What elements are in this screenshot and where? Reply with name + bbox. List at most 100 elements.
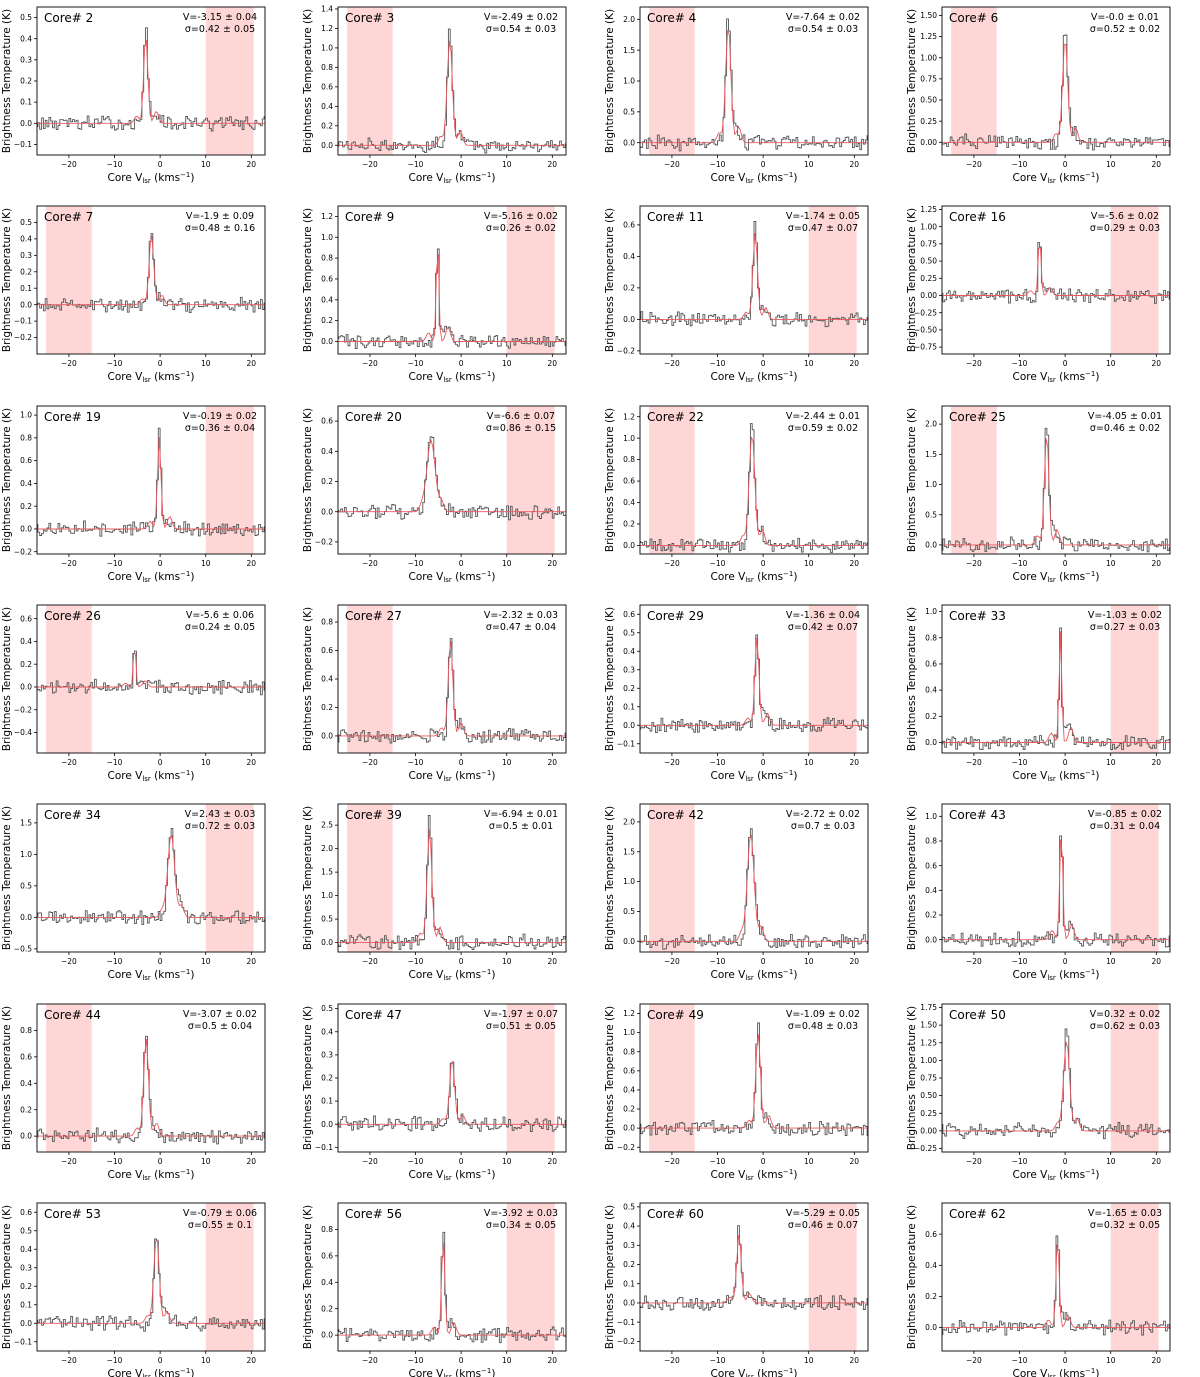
x-tick-label: −10 xyxy=(1012,957,1028,966)
y-tick-label: 1.0 xyxy=(321,43,333,52)
x-axis-label: Core Vlsr (kms−1) xyxy=(409,171,496,185)
y-axis-label: Brightness Temperature (K) xyxy=(906,9,918,153)
y-axis-label: Brightness Temperature (K) xyxy=(906,208,918,352)
x-tick-label: −10 xyxy=(107,758,123,767)
excluded-velocity-band xyxy=(347,804,393,952)
y-tick-label: 0.2 xyxy=(321,1304,333,1313)
y-tick-label: 2.0 xyxy=(321,844,333,853)
x-tick-label: −10 xyxy=(710,758,726,767)
x-tick-label: 0 xyxy=(761,957,766,966)
y-tick-label: 0.3 xyxy=(20,251,32,260)
velocity-fit-text: V=-3.07 ± 0.02 xyxy=(183,1009,257,1020)
x-tick-label: 10 xyxy=(804,957,814,966)
x-tick-label: −20 xyxy=(362,160,378,169)
velocity-fit-text: V=-4.05 ± 0.01 xyxy=(1088,411,1162,422)
y-tick-label: 0.3 xyxy=(20,55,32,64)
y-tick-label: 0.75 xyxy=(920,239,937,248)
velocity-fit-text: V=-5.16 ± 0.02 xyxy=(484,211,558,222)
x-tick-label: 10 xyxy=(804,1356,814,1365)
x-tick-label: −20 xyxy=(61,359,77,368)
core-title: Core# 47 xyxy=(345,1008,402,1022)
x-axis-label: Core Vlsr (kms−1) xyxy=(108,1168,195,1182)
y-axis-label: Brightness Temperature (K) xyxy=(1,9,13,153)
x-tick-label: −20 xyxy=(61,1157,77,1166)
x-tick-label: −10 xyxy=(107,359,123,368)
x-tick-label: 0 xyxy=(1063,1356,1068,1365)
x-tick-label: 10 xyxy=(502,160,512,169)
y-tick-label: 1.5 xyxy=(623,46,635,55)
x-tick-label: 20 xyxy=(850,359,860,368)
y-axis-label: Brightness Temperature (K) xyxy=(1,806,13,950)
x-tick-label: 0 xyxy=(459,160,464,169)
core-title: Core# 2 xyxy=(44,11,93,25)
x-axis-label: Core Vlsr (kms−1) xyxy=(1013,1168,1100,1182)
x-tick-label: 10 xyxy=(1106,559,1116,568)
y-tick-label: 0.2 xyxy=(623,1260,635,1269)
excluded-velocity-band xyxy=(205,7,254,155)
y-axis-label: Brightness Temperature (K) xyxy=(1,607,13,751)
y-tick-label: 0.2 xyxy=(20,660,32,669)
y-axis-label: Brightness Temperature (K) xyxy=(906,1006,918,1150)
x-axis-label: Core Vlsr (kms−1) xyxy=(409,570,496,584)
core-title: Core# 9 xyxy=(345,210,394,224)
x-tick-label: 10 xyxy=(502,957,512,966)
y-tick-label: 1.75 xyxy=(920,1003,937,1012)
model-fit-line xyxy=(338,253,566,342)
y-tick-label: 1.2 xyxy=(623,1009,635,1018)
x-tick-label: 10 xyxy=(1106,957,1116,966)
y-tick-label: 0.6 xyxy=(925,1230,937,1239)
x-tick-label: −10 xyxy=(1012,160,1028,169)
y-tick-label: 0.1 xyxy=(20,284,32,293)
x-tick-label: 20 xyxy=(548,160,558,169)
velocity-fit-text: V=-6.94 ± 0.01 xyxy=(484,809,558,820)
observed-spectrum-line xyxy=(338,638,566,744)
y-axis-label: Brightness Temperature (K) xyxy=(1,208,13,352)
y-tick-label: 2.0 xyxy=(623,818,635,827)
x-tick-label: −20 xyxy=(61,758,77,767)
y-tick-label: 0.0 xyxy=(925,541,937,550)
y-tick-label: 0.8 xyxy=(321,618,333,627)
y-tick-label: 0.4 xyxy=(925,1261,937,1270)
sigma-fit-text: σ=0.72 ± 0.03 xyxy=(185,821,255,832)
core-title: Core# 3 xyxy=(345,11,394,25)
observed-spectrum-line xyxy=(37,427,265,537)
y-tick-label: 0.6 xyxy=(321,82,333,91)
y-tick-label: 0.0 xyxy=(321,1120,333,1129)
x-tick-label: 20 xyxy=(247,758,257,767)
y-tick-label: 0.2 xyxy=(20,1282,32,1291)
x-tick-label: 10 xyxy=(201,559,211,568)
sigma-fit-text: σ=0.27 ± 0.03 xyxy=(1090,622,1160,633)
y-axis-label: Brightness Temperature (K) xyxy=(1,1205,13,1349)
y-tick-label: 1.0 xyxy=(321,891,333,900)
x-tick-label: 20 xyxy=(850,1157,860,1166)
x-tick-label: −10 xyxy=(107,559,123,568)
y-tick-label: 1.2 xyxy=(321,212,333,221)
y-tick-label: 0.8 xyxy=(623,1047,635,1056)
y-tick-label: 0.00 xyxy=(920,1126,937,1135)
excluded-velocity-band xyxy=(46,206,92,354)
spectrum-panel: −20 −10 0 10 20 0.0 0.2 0.4 0.6 0.8 Core Vlsr (kms… xyxy=(302,1202,567,1377)
x-tick-label: −10 xyxy=(408,559,424,568)
y-tick-label: −0.2 xyxy=(14,705,32,714)
observed-spectrum-line xyxy=(942,34,1170,151)
model-fit-line xyxy=(640,29,868,144)
sigma-fit-text: σ=0.62 ± 0.03 xyxy=(1090,1021,1160,1032)
spectrum-panel: −20 −10 0 10 20 0.0 0.5 1.0 1.5 2.0 Core Vlsr (kms… xyxy=(604,803,869,982)
x-tick-label: 0 xyxy=(158,758,163,767)
x-tick-label: −10 xyxy=(710,160,726,169)
x-tick-label: 20 xyxy=(247,1157,257,1166)
x-axis-label: Core Vlsr (kms−1) xyxy=(1013,968,1100,982)
y-tick-label: 0.4 xyxy=(20,637,32,646)
model-fit-line xyxy=(338,829,566,944)
sigma-fit-text: σ=0.24 ± 0.05 xyxy=(185,622,255,633)
y-tick-label: 1.0 xyxy=(925,607,937,616)
y-tick-label: 0.5 xyxy=(20,881,32,890)
x-axis-label: Core Vlsr (kms−1) xyxy=(711,769,798,783)
y-tick-label: 0.8 xyxy=(20,433,32,442)
y-axis-label: Brightness Temperature (K) xyxy=(906,1205,918,1349)
core-title: Core# 6 xyxy=(949,11,998,25)
x-axis-label: Core Vlsr (kms−1) xyxy=(711,1168,798,1182)
velocity-fit-text: V=-3.15 ± 0.04 xyxy=(183,12,257,23)
x-tick-label: −20 xyxy=(664,559,680,568)
model-fit-line xyxy=(338,40,566,146)
